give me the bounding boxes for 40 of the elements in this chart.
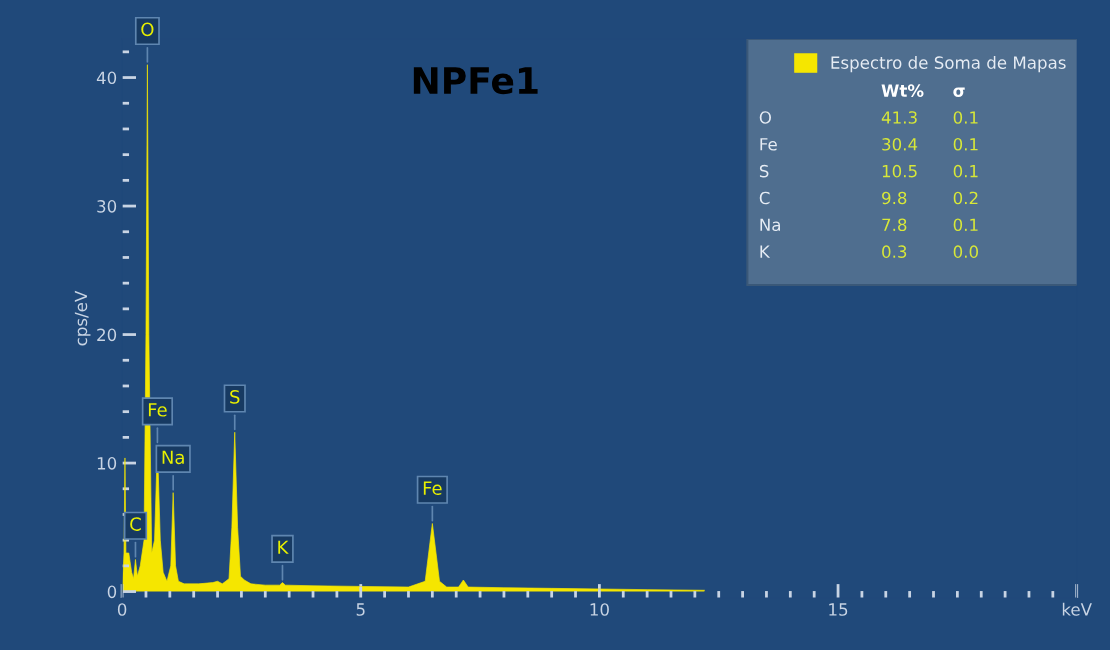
annotation: 0.1 xyxy=(953,138,978,151)
y-tick-label: 0 xyxy=(107,585,117,599)
annotation: O xyxy=(141,22,154,37)
annotation: 10.5 xyxy=(882,164,917,178)
annotation: 0.1 xyxy=(953,164,978,178)
annotation: 9.8 xyxy=(882,191,907,205)
x-tick-label: keV xyxy=(1062,602,1092,616)
text: NPFe1 xyxy=(413,67,538,95)
x-tick-label: 0 xyxy=(117,603,127,616)
annotation: σ xyxy=(953,87,965,97)
annotation: 41.3 xyxy=(881,111,917,124)
x-tick-label: 5 xyxy=(356,603,365,616)
y-tick-label: 20 xyxy=(97,328,117,342)
annotation: Wt% xyxy=(881,84,924,97)
annotation: Na xyxy=(760,218,780,232)
annotation: S xyxy=(230,390,240,404)
annotation: C xyxy=(130,517,141,531)
annotation: S xyxy=(759,164,769,178)
annotation: 0.2 xyxy=(953,191,978,205)
legend-label: Espectro de Soma de Mapas xyxy=(831,56,1066,73)
annotation: Fe xyxy=(760,138,777,151)
annotation: 0.1 xyxy=(953,218,978,232)
annotation: K xyxy=(760,245,771,258)
annotation: Fe xyxy=(423,481,442,495)
annotation: 0.3 xyxy=(882,245,907,258)
y-axis-title: cps/eV xyxy=(74,290,91,346)
y-tick-label: 30 xyxy=(97,200,117,213)
annotation: C xyxy=(759,191,770,205)
y-tick-label: 40 xyxy=(96,71,117,85)
x-tick-label: 15 xyxy=(829,603,848,616)
annotation: 0.1 xyxy=(953,111,978,124)
y-tick-label: 10 xyxy=(97,457,117,470)
annotation: 0.0 xyxy=(953,245,978,258)
annotation: Na xyxy=(162,450,184,465)
annotation: Fe xyxy=(148,403,167,417)
annotation: 7.8 xyxy=(882,218,907,232)
annotation: O xyxy=(759,111,771,124)
x-tick-label: 10 xyxy=(590,603,609,616)
annotation: K xyxy=(278,540,289,554)
annotation: 30.4 xyxy=(882,138,918,151)
